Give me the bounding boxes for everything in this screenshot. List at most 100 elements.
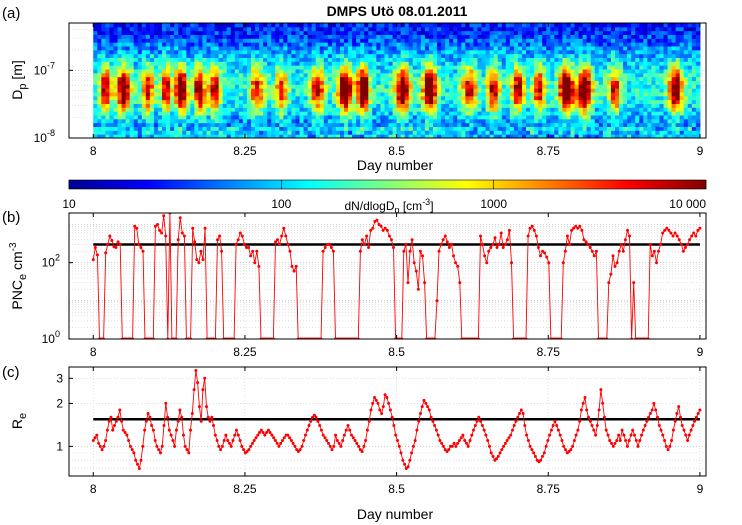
heatmap-cell: [534, 61, 539, 66]
heatmap-cell: [202, 30, 208, 35]
panel-b-data-point: [329, 246, 333, 249]
heatmap-cell: [109, 26, 114, 32]
heatmap-cell: [388, 42, 394, 47]
heatmap-cell: [461, 134, 466, 138]
heatmap-cell: [647, 107, 652, 112]
heatmap-cell: [671, 95, 677, 101]
heatmap-cell: [651, 107, 656, 112]
heatmap-cell: [166, 130, 171, 135]
heatmap-cell: [610, 53, 616, 58]
heatmap-cell: [477, 88, 483, 93]
heatmap-cell: [380, 84, 385, 89]
heatmap-cell: [141, 92, 147, 97]
heatmap-cell: [376, 42, 381, 47]
heatmap-cell: [133, 26, 139, 32]
panel-c-data-point: [157, 448, 161, 452]
heatmap-cell: [521, 38, 527, 43]
heatmap-cell: [400, 103, 406, 108]
heatmap-cell: [542, 92, 547, 97]
panel-a-ytick-label: 10-8: [34, 128, 55, 145]
heatmap-cell: [521, 46, 527, 51]
heatmap-cell: [667, 42, 673, 47]
heatmap-cell: [408, 26, 414, 32]
heatmap-cell: [186, 130, 191, 135]
heatmap-cell: [218, 69, 224, 74]
heatmap-cell: [222, 49, 228, 55]
heatmap-cell: [186, 42, 191, 47]
heatmap-cell: [598, 42, 604, 47]
heatmap-cell: [319, 57, 325, 62]
heatmap-cell: [675, 80, 681, 85]
heatmap-cell: [331, 49, 337, 55]
heatmap-cell: [404, 111, 410, 116]
heatmap-cell: [356, 84, 361, 89]
heatmap-cell: [687, 72, 693, 78]
heatmap-cell: [182, 46, 187, 51]
heatmap-cell: [125, 34, 131, 39]
heatmap-cell: [246, 38, 252, 43]
heatmap-cell: [162, 118, 167, 124]
heatmap-cell: [404, 38, 410, 43]
heatmap-cell: [182, 126, 187, 131]
heatmap-cell: [376, 122, 381, 127]
heatmap-cell: [388, 122, 394, 127]
heatmap-cell: [546, 130, 551, 135]
heatmap-cell: [226, 118, 232, 124]
panel-b-data-point: [528, 226, 532, 230]
heatmap-cell: [267, 65, 272, 70]
heatmap-cell: [655, 49, 660, 55]
heatmap-cell: [663, 72, 669, 78]
heatmap-cell: [153, 126, 159, 131]
heatmap-cell: [675, 26, 681, 32]
heatmap-cell: [157, 61, 163, 66]
heatmap-cell: [93, 130, 98, 135]
heatmap-cell: [554, 26, 559, 32]
heatmap-cell: [457, 38, 462, 43]
heatmap-cell: [582, 80, 588, 85]
heatmap-cell: [675, 23, 681, 28]
heatmap-cell: [141, 88, 147, 93]
panel-b-data-point: [545, 255, 549, 259]
heatmap-cell: [279, 111, 284, 116]
heatmap-cell: [441, 122, 446, 127]
heatmap-cell: [513, 57, 519, 62]
heatmap-cell: [299, 99, 305, 104]
panel-c-data-point: [153, 439, 157, 442]
heatmap-cell: [202, 99, 208, 104]
heatmap-cell: [299, 57, 305, 62]
heatmap-cell: [364, 88, 369, 93]
heatmap-cell: [639, 38, 644, 43]
heatmap-cell: [598, 122, 604, 127]
heatmap-cell: [226, 26, 232, 32]
heatmap-cell: [384, 95, 390, 101]
heatmap-cell: [149, 103, 155, 108]
heatmap-cell: [627, 72, 632, 78]
heatmap-cell: [125, 99, 131, 104]
panel-b-ytick-exp: 0: [55, 329, 60, 339]
heatmap-cell: [534, 38, 539, 43]
panel-b-data-point: [245, 246, 248, 249]
heatmap-cell: [376, 23, 381, 28]
heatmap-cell: [319, 76, 325, 81]
heatmap-cell: [627, 99, 632, 104]
heatmap-cell: [319, 65, 325, 70]
heatmap-cell: [259, 134, 264, 138]
heatmap-cell: [659, 34, 665, 39]
heatmap-cell: [360, 53, 365, 58]
heatmap-cell: [344, 57, 349, 62]
heatmap-cell: [376, 49, 381, 55]
heatmap-cell: [671, 111, 677, 116]
heatmap-cell: [663, 88, 669, 93]
heatmap-cell: [542, 26, 547, 32]
heatmap-cell: [137, 115, 143, 120]
heatmap-cell: [594, 34, 600, 39]
panel-b-data-point: [561, 261, 565, 265]
heatmap-cell: [501, 84, 507, 89]
heatmap-cell: [416, 42, 422, 47]
heatmap-cell: [339, 95, 345, 101]
heatmap-cell: [388, 95, 394, 101]
heatmap-cell: [162, 122, 167, 127]
heatmap-cell: [582, 53, 588, 58]
heatmap-cell: [384, 107, 390, 112]
heatmap-cell: [574, 84, 580, 89]
